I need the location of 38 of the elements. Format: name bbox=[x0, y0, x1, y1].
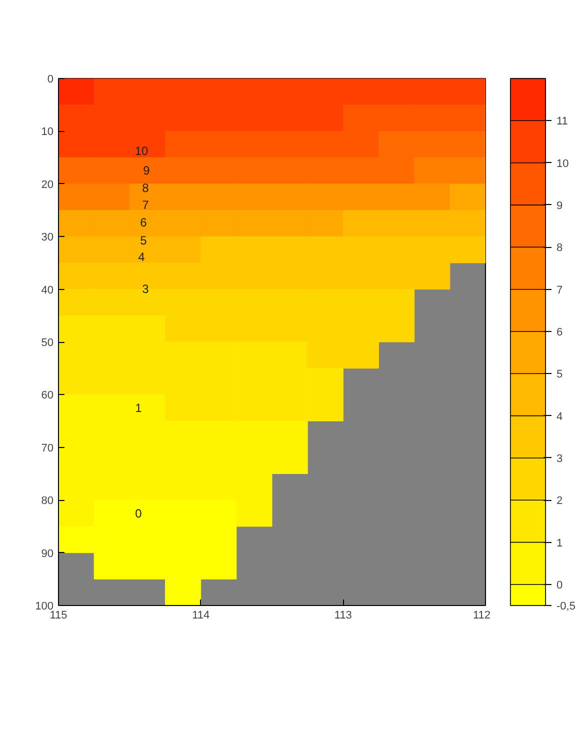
annotation: 0 bbox=[135, 506, 142, 521]
color-bar-label: 11 bbox=[556, 116, 568, 128]
y-tick-label: 30 bbox=[41, 232, 54, 244]
x-tick-label: 115 bbox=[50, 610, 68, 622]
y-tick-label: 40 bbox=[41, 284, 54, 296]
annotation: 4 bbox=[138, 250, 146, 264]
annotation: 9 bbox=[143, 164, 150, 178]
y-tick-label: 10 bbox=[41, 126, 54, 138]
y-tick-label: 20 bbox=[41, 178, 54, 191]
annotation: 7 bbox=[142, 198, 150, 212]
color-bar-label: 9 bbox=[556, 200, 563, 212]
annotation: 3 bbox=[142, 282, 150, 296]
color-bar-label: -0,5 bbox=[556, 600, 576, 612]
y-tick-label: 90 bbox=[41, 548, 54, 560]
x-tick-label: 112 bbox=[472, 610, 491, 622]
annotation: 5 bbox=[140, 233, 148, 248]
color-bar-label: 3 bbox=[556, 452, 563, 465]
color-bar-label: 8 bbox=[556, 242, 563, 254]
color-bar-label: 6 bbox=[556, 326, 563, 338]
y-tick-label: 50 bbox=[41, 337, 54, 349]
color-bar-label: 7 bbox=[556, 284, 563, 296]
color-bar-label: 2 bbox=[556, 495, 563, 508]
annotation: 10 bbox=[134, 144, 148, 158]
color-bar-label: 1 bbox=[556, 537, 563, 550]
y-tick-label: 0 bbox=[47, 74, 54, 86]
y-tick-label: 80 bbox=[41, 495, 54, 508]
y-tick-label: 100 bbox=[35, 600, 54, 612]
y-tick-label: 60 bbox=[41, 390, 54, 402]
color-bar-label: 10 bbox=[556, 158, 569, 170]
x-tick-label: 113 bbox=[334, 610, 352, 622]
color-bar-label: 0 bbox=[556, 579, 563, 592]
y-tick-label: 70 bbox=[41, 442, 54, 454]
color-bar-label: 4 bbox=[556, 410, 563, 423]
annotation: 6 bbox=[140, 215, 148, 230]
annotation: 8 bbox=[142, 180, 150, 195]
color-bar-label: 5 bbox=[556, 368, 563, 381]
annotation: 1 bbox=[135, 400, 142, 415]
x-tick-label: 114 bbox=[192, 610, 210, 622]
